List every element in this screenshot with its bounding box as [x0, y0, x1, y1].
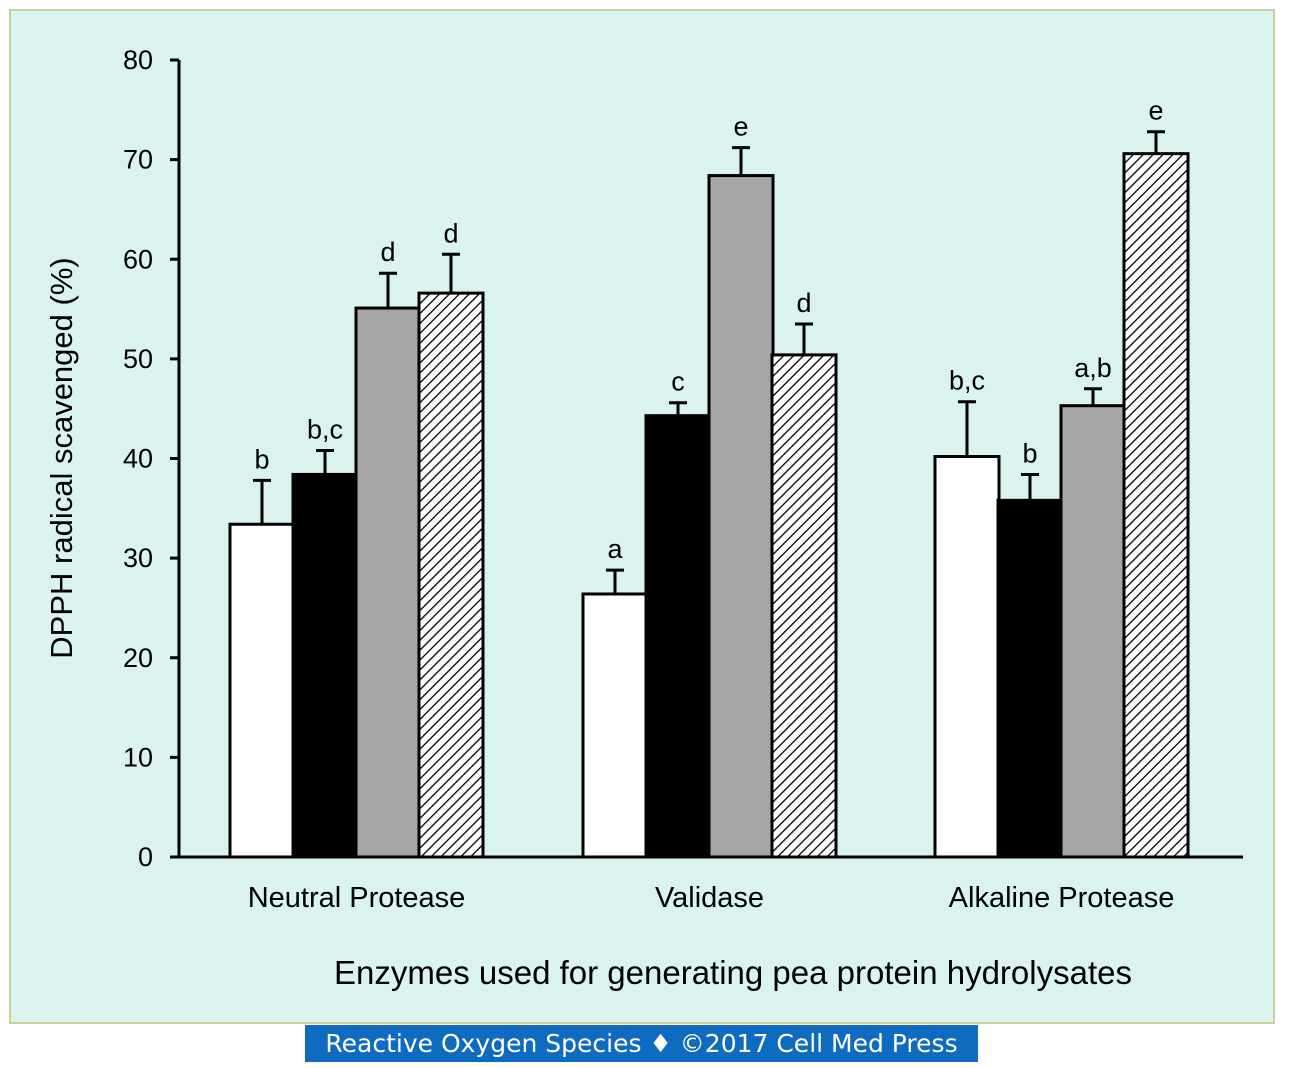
y-tick-label: 10	[123, 742, 153, 772]
significance-label: b,c	[307, 415, 343, 445]
significance-label: d	[380, 237, 395, 267]
x-category-label: Alkaline Protease	[949, 882, 1175, 914]
bar	[581, 592, 649, 859]
significance-label: b,c	[949, 366, 985, 396]
significance-label: d	[796, 288, 811, 318]
significance-label: e	[1148, 96, 1163, 126]
bar	[933, 455, 1001, 859]
y-tick-label: 30	[123, 543, 153, 573]
bar	[291, 472, 359, 859]
bar	[707, 174, 775, 859]
x-category-label: Validase	[655, 882, 764, 914]
bar	[228, 522, 296, 859]
significance-label: e	[733, 112, 748, 142]
y-tick-label: 0	[138, 842, 153, 872]
x-category-label: Neutral Protease	[248, 882, 466, 914]
significance-label: b	[1022, 438, 1037, 468]
bar	[996, 498, 1064, 859]
y-axis-title: DPPH radical scavenged (%)	[44, 257, 79, 658]
significance-label: d	[443, 218, 458, 248]
bar	[770, 353, 838, 859]
significance-label: c	[671, 367, 685, 397]
bar	[1122, 152, 1190, 859]
y-tick-label: 50	[123, 344, 153, 374]
y-tick-label: 40	[123, 444, 153, 474]
credit-banner: Reactive Oxygen Species ♦ ©2017 Cell Med…	[305, 1025, 978, 1062]
significance-label: b	[254, 444, 269, 474]
bar	[417, 291, 485, 859]
y-tick-label: 70	[123, 145, 153, 175]
y-tick-label: 60	[123, 244, 153, 274]
y-tick-label: 20	[123, 643, 153, 673]
x-axis-title: Enzymes used for generating pea protein …	[334, 954, 1132, 991]
bar	[354, 306, 422, 859]
significance-label: a,b	[1074, 353, 1112, 383]
bar	[1059, 404, 1127, 859]
y-tick-label: 80	[123, 45, 153, 75]
bar	[644, 414, 712, 859]
significance-label: a	[607, 534, 623, 564]
